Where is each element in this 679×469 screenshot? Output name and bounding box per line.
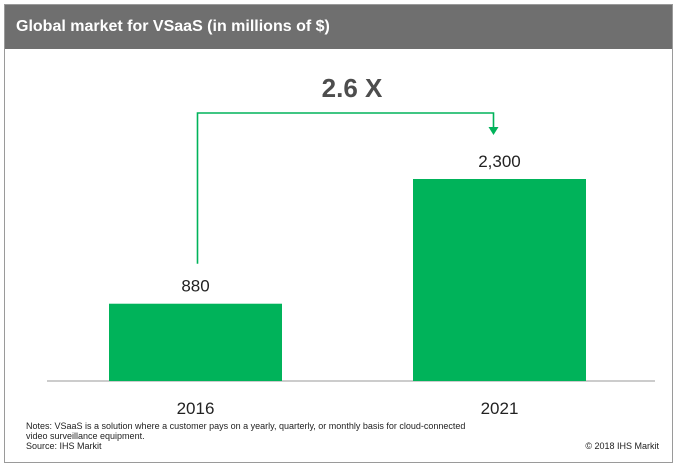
growth-arrow xyxy=(196,112,495,264)
data-label-2016: 880 xyxy=(181,277,209,296)
x-tick-label-2016: 2016 xyxy=(177,399,215,418)
data-label-2021: 2,300 xyxy=(478,152,521,171)
chart-title: Global market for VSaaS (in millions of … xyxy=(5,5,672,49)
growth-label: 2.6 X xyxy=(322,73,383,103)
copyright-text: © 2018 IHS Markit xyxy=(585,441,659,451)
arrow-head-icon xyxy=(488,127,499,135)
chart-source: Source: IHS Markit xyxy=(26,441,102,451)
bar-2016 xyxy=(109,303,282,381)
x-tick-label-2021: 2021 xyxy=(481,399,519,418)
bar-2021 xyxy=(413,179,586,381)
chart-notes: Notes: VSaaS is a solution where a custo… xyxy=(26,421,466,441)
